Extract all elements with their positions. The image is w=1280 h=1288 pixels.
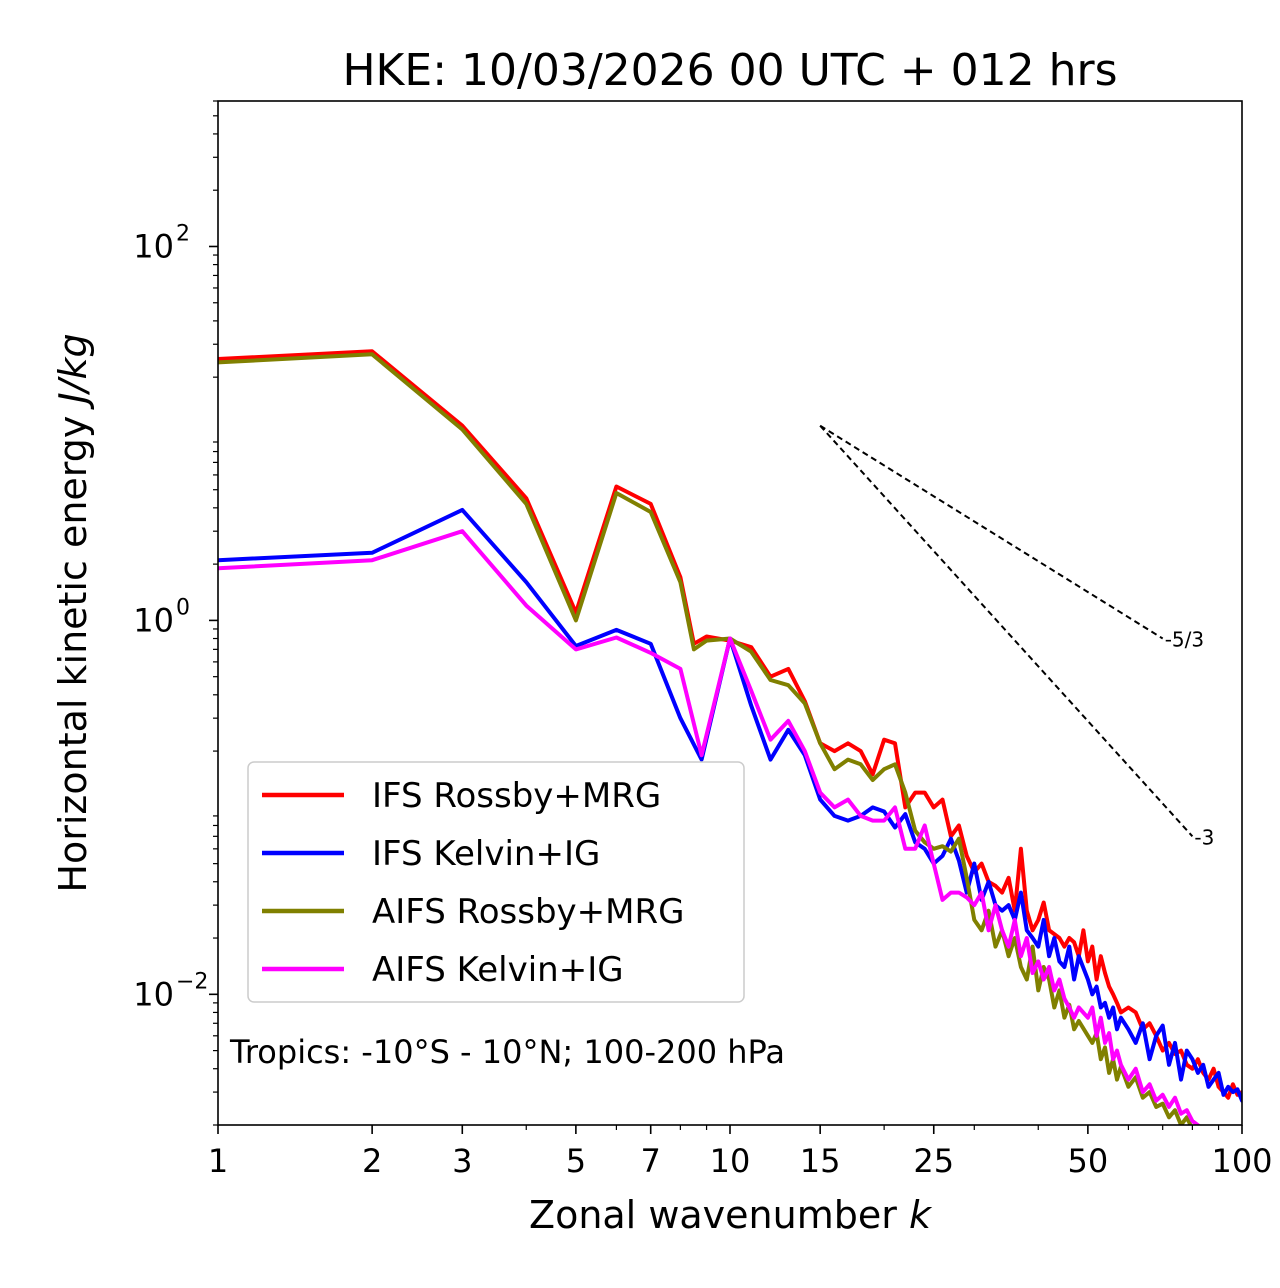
y-tick-label: 10 0 (133, 595, 190, 639)
legend-box (247, 761, 745, 1003)
y-tick-exponent: −2 (176, 969, 208, 994)
region-annotation: Tropics: -10°S - 10°N; 100-200 hPa (229, 1033, 785, 1071)
x-tick-label: 3 (452, 1142, 472, 1180)
x-tick-label: 100 (1211, 1142, 1272, 1180)
x-tick-label: 2 (362, 1142, 382, 1180)
x-tick-label: 1 (208, 1142, 228, 1180)
legend-item: AIFS Kelvin+IG (262, 950, 624, 990)
legend-label: AIFS Kelvin+IG (372, 950, 624, 990)
x-tick-label: 10 (710, 1142, 751, 1180)
legend-item: IFS Rossby+MRG (262, 776, 661, 816)
x-tick-label: 15 (800, 1142, 841, 1180)
y-tick-exponent: 2 (176, 221, 190, 246)
series-line-ifs-kelvin-ig (218, 507, 1242, 1103)
reference-line-minus-5-3 (819, 424, 1164, 640)
y-tick-label: 10 −2 (133, 969, 208, 1013)
y-tick-base: 10 (133, 227, 174, 265)
chart-title: HKE: 10/03/2026 00 UTC + 012 hrs (342, 45, 1117, 96)
y-tick-exponent: 0 (176, 595, 190, 620)
y-tick-label: 10 2 (133, 221, 190, 265)
series-line-aifs-kelvin-ig (218, 529, 1201, 1125)
y-axis-label: Horizontal kinetic energy J/kg (51, 333, 95, 892)
legend-label: IFS Kelvin+IG (372, 834, 600, 874)
reference-slope-labels: -5/3 -3 (1165, 628, 1215, 850)
series-layer (218, 349, 1242, 1125)
x-axis-label: Zonal wavenumber k (529, 1193, 933, 1237)
series-line-aifs-rossby-mrg (218, 352, 1193, 1125)
legend-label: IFS Rossby+MRG (372, 776, 661, 816)
x-tick-label: 25 (913, 1142, 954, 1180)
reference-slopes (819, 424, 1194, 837)
y-tick-base: 10 (133, 601, 174, 639)
y-tick-base: 10 (133, 975, 174, 1013)
legend-item: IFS Kelvin+IG (262, 834, 600, 874)
reference-line-minus-3 (819, 425, 1194, 837)
legend-label: AIFS Rossby+MRG (372, 892, 684, 932)
x-axis: 1 2 3 5 7 10 15 25 50 100 (208, 1125, 1273, 1180)
reference-line-label: -5/3 (1165, 628, 1204, 652)
legend-item: AIFS Rossby+MRG (262, 892, 684, 932)
x-tick-label: 7 (641, 1142, 661, 1180)
reference-line-label: -3 (1194, 825, 1214, 849)
x-tick-label: 5 (566, 1142, 586, 1180)
legend: IFS Rossby+MRG IFS Kelvin+IG AIFS Rossby+M… (247, 761, 745, 1003)
x-tick-label: 50 (1068, 1142, 1109, 1180)
